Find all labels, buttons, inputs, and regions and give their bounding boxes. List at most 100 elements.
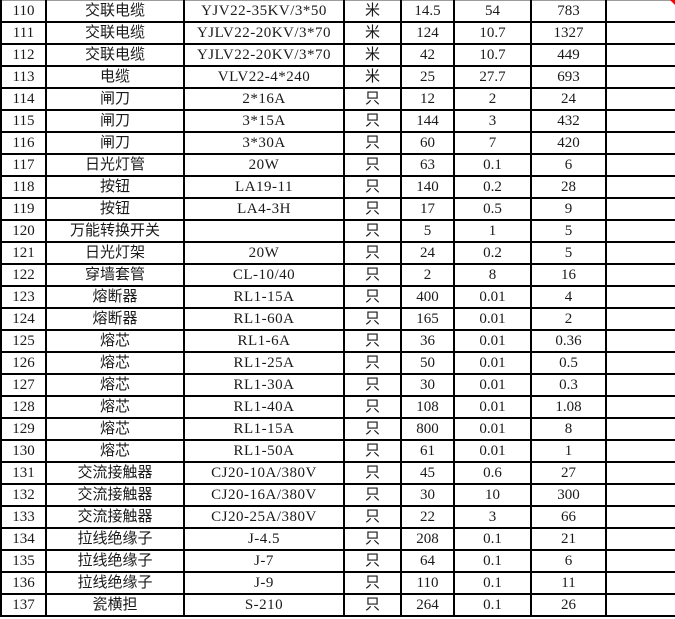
cell-notes[interactable] [605, 175, 675, 199]
cell-unit-price[interactable]: 0.1 [453, 593, 532, 617]
cell-item-name[interactable]: 熔芯 [45, 351, 185, 375]
cell-row-number[interactable]: 115 [0, 109, 47, 133]
cell-specification[interactable]: J-7 [183, 549, 345, 573]
cell-notes[interactable] [605, 351, 675, 375]
cell-item-name[interactable]: 熔芯 [45, 329, 185, 353]
cell-unit[interactable]: 米 [343, 21, 402, 45]
cell-item-name[interactable]: 熔断器 [45, 307, 185, 331]
cell-unit[interactable]: 只 [343, 131, 402, 155]
cell-notes[interactable] [605, 461, 675, 485]
cell-notes[interactable] [605, 241, 675, 265]
cell-notes[interactable] [605, 373, 675, 397]
cell-row-number[interactable]: 124 [0, 307, 47, 331]
cell-unit-price[interactable]: 27.7 [453, 65, 532, 89]
cell-amount[interactable]: 0.36 [530, 329, 607, 353]
cell-item-name[interactable]: 熔芯 [45, 439, 185, 463]
cell-item-name[interactable]: 交流接触器 [45, 505, 185, 529]
cell-unit-price[interactable]: 0.01 [453, 395, 532, 419]
cell-quantity[interactable]: 17 [400, 197, 455, 221]
cell-specification[interactable]: RL1-40A [183, 395, 345, 419]
cell-row-number[interactable]: 117 [0, 153, 47, 177]
cell-amount[interactable]: 449 [530, 43, 607, 67]
cell-amount[interactable]: 432 [530, 109, 607, 133]
cell-notes[interactable] [605, 395, 675, 419]
cell-quantity[interactable]: 22 [400, 505, 455, 529]
cell-row-number[interactable]: 113 [0, 65, 47, 89]
cell-row-number[interactable]: 135 [0, 549, 47, 573]
cell-item-name[interactable]: 拉线绝缘子 [45, 571, 185, 595]
cell-item-name[interactable]: 闸刀 [45, 87, 185, 111]
cell-amount[interactable]: 66 [530, 505, 607, 529]
cell-unit[interactable]: 只 [343, 373, 402, 397]
cell-specification[interactable]: 2*16A [183, 87, 345, 111]
cell-unit[interactable]: 只 [343, 417, 402, 441]
cell-quantity[interactable]: 108 [400, 395, 455, 419]
cell-row-number[interactable]: 131 [0, 461, 47, 485]
cell-item-name[interactable]: 闸刀 [45, 109, 185, 133]
cell-notes[interactable] [605, 109, 675, 133]
cell-specification[interactable]: CJ20-10A/380V [183, 461, 345, 485]
cell-amount[interactable]: 1.08 [530, 395, 607, 419]
cell-quantity[interactable]: 36 [400, 329, 455, 353]
cell-unit[interactable]: 只 [343, 263, 402, 287]
cell-row-number[interactable]: 121 [0, 241, 47, 265]
cell-specification[interactable]: J-4.5 [183, 527, 345, 551]
cell-unit-price[interactable]: 0.01 [453, 307, 532, 331]
cell-item-name[interactable]: 电缆 [45, 65, 185, 89]
cell-amount[interactable]: 21 [530, 527, 607, 551]
cell-quantity[interactable]: 144 [400, 109, 455, 133]
cell-notes[interactable] [605, 549, 675, 573]
cell-row-number[interactable]: 128 [0, 395, 47, 419]
cell-quantity[interactable]: 25 [400, 65, 455, 89]
cell-unit[interactable]: 只 [343, 153, 402, 177]
cell-unit-price[interactable]: 2 [453, 87, 532, 111]
cell-item-name[interactable]: 按钮 [45, 197, 185, 221]
cell-item-name[interactable]: 交流接触器 [45, 461, 185, 485]
cell-row-number[interactable]: 136 [0, 571, 47, 595]
cell-amount[interactable]: 2 [530, 307, 607, 331]
cell-amount[interactable]: 16 [530, 263, 607, 287]
cell-specification[interactable]: RL1-30A [183, 373, 345, 397]
cell-row-number[interactable]: 127 [0, 373, 47, 397]
cell-notes[interactable] [605, 593, 675, 617]
cell-row-number[interactable]: 123 [0, 285, 47, 309]
cell-item-name[interactable]: 拉线绝缘子 [45, 549, 185, 573]
cell-quantity[interactable]: 800 [400, 417, 455, 441]
cell-amount[interactable]: 8 [530, 417, 607, 441]
cell-row-number[interactable]: 125 [0, 329, 47, 353]
cell-quantity[interactable]: 50 [400, 351, 455, 375]
cell-specification[interactable]: RL1-15A [183, 417, 345, 441]
cell-unit-price[interactable]: 0.01 [453, 439, 532, 463]
cell-item-name[interactable]: 交联电缆 [45, 21, 185, 45]
cell-quantity[interactable]: 5 [400, 219, 455, 243]
cell-quantity[interactable]: 400 [400, 285, 455, 309]
cell-specification[interactable]: YJLV22-20KV/3*70 [183, 43, 345, 67]
cell-unit[interactable]: 米 [343, 0, 402, 23]
cell-unit[interactable]: 只 [343, 439, 402, 463]
cell-item-name[interactable]: 熔芯 [45, 417, 185, 441]
cell-unit[interactable]: 只 [343, 175, 402, 199]
cell-notes[interactable] [605, 483, 675, 507]
cell-amount[interactable]: 26 [530, 593, 607, 617]
cell-amount[interactable]: 1 [530, 439, 607, 463]
cell-unit[interactable]: 只 [343, 549, 402, 573]
cell-row-number[interactable]: 122 [0, 263, 47, 287]
cell-notes[interactable] [605, 0, 675, 23]
cell-amount[interactable]: 0.5 [530, 351, 607, 375]
cell-row-number[interactable]: 129 [0, 417, 47, 441]
cell-quantity[interactable]: 208 [400, 527, 455, 551]
cell-quantity[interactable]: 63 [400, 153, 455, 177]
cell-unit-price[interactable]: 10.7 [453, 43, 532, 67]
cell-row-number[interactable]: 112 [0, 43, 47, 67]
cell-notes[interactable] [605, 417, 675, 441]
cell-unit-price[interactable]: 10.7 [453, 21, 532, 45]
cell-specification[interactable]: CJ20-16A/380V [183, 483, 345, 507]
cell-quantity[interactable]: 24 [400, 241, 455, 265]
cell-notes[interactable] [605, 219, 675, 243]
cell-item-name[interactable]: 熔断器 [45, 285, 185, 309]
cell-unit[interactable]: 只 [343, 483, 402, 507]
cell-unit-price[interactable]: 0.01 [453, 285, 532, 309]
cell-item-name[interactable]: 万能转换开关 [45, 219, 185, 243]
cell-specification[interactable]: VLV22-4*240 [183, 65, 345, 89]
cell-notes[interactable] [605, 263, 675, 287]
